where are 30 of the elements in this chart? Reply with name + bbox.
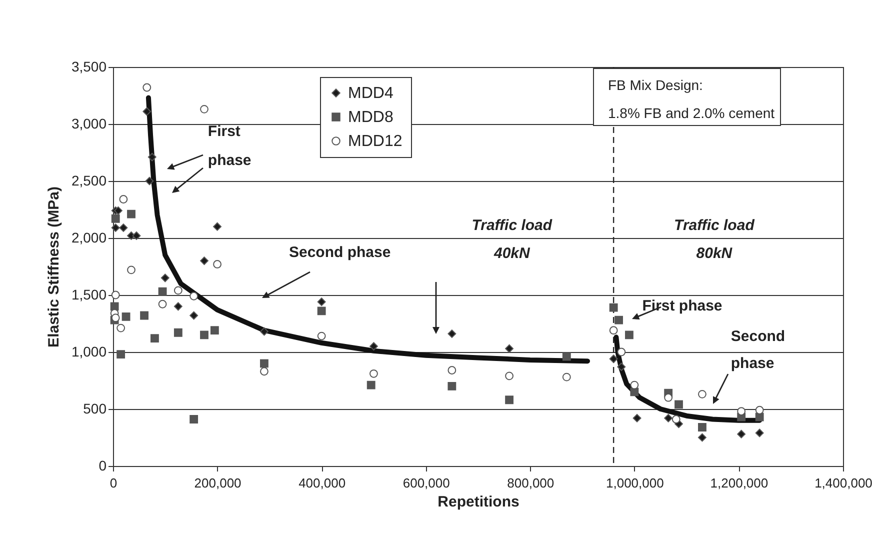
x-axis-title: Repetitions [438, 494, 520, 510]
x-tick-label: 1,000,000 [606, 476, 664, 490]
annotation: First phase [642, 297, 722, 314]
y-tick-label: 1,500 [71, 286, 107, 302]
annotation: First phase [208, 123, 252, 170]
x-tick-label: 1,200,000 [710, 476, 768, 490]
annotation: Traffic load 80kN [674, 217, 756, 262]
legend-label: MDD12 [348, 133, 402, 150]
annotation: Second phase [730, 328, 786, 372]
x-tick-label: 0 [110, 476, 118, 490]
y-tick-label: 0 [98, 458, 107, 474]
y-tick-label: 2,500 [71, 172, 107, 188]
annotation: 1.8% FB and 2.0% cement [608, 105, 775, 121]
y-tick-label: 3,500 [71, 58, 107, 74]
x-tick-label: 200,000 [194, 476, 242, 490]
annotation: Traffic load 40kN [472, 217, 553, 262]
y-axis-title: Elastic Stiffness (MPa) [45, 186, 62, 348]
x-tick-label: 800,000 [507, 476, 554, 490]
x-tick-label: 1,400,000 [814, 476, 872, 490]
note-box: FB Mix Design: 1.8% FB and 2.0% cement [593, 68, 781, 126]
x-tick-label: 400,000 [298, 476, 346, 490]
y-tick-label: 1,000 [71, 344, 107, 360]
annotation: FB Mix Design: [608, 77, 703, 93]
y-tick-label: 3,000 [71, 116, 107, 132]
annotation: Second phase [288, 244, 391, 262]
y-tick-label: 2,000 [71, 230, 107, 246]
legend-label: MDD8 [348, 109, 394, 126]
x-tick-label: 600,000 [402, 476, 450, 490]
y-tick-label: 500 [83, 400, 107, 416]
legend-label: MDD4 [348, 85, 394, 102]
